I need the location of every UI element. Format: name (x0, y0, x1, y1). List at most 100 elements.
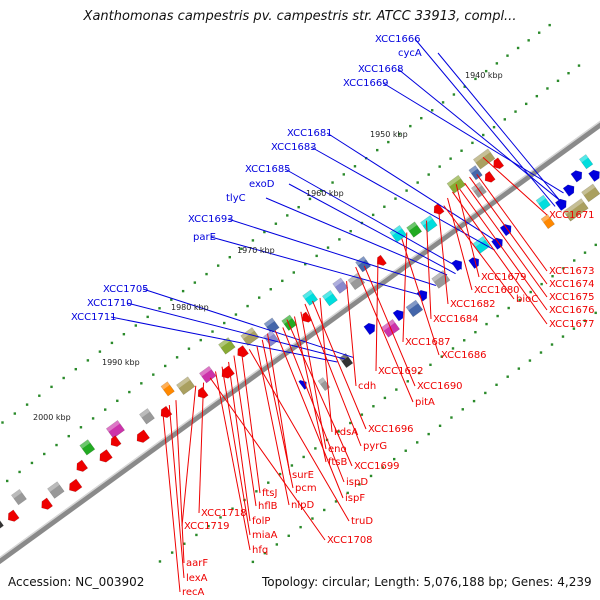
gene-label[interactable]: kdsA (334, 427, 358, 438)
gene-feature[interactable] (39, 497, 54, 512)
gene-feature[interactable] (47, 481, 65, 499)
gene-label[interactable]: parE (193, 232, 216, 243)
dotted-tracks (1, 23, 597, 564)
gene-feature[interactable] (374, 254, 387, 268)
gene-label[interactable]: aarF (186, 558, 208, 569)
gene-feature[interactable] (97, 449, 113, 464)
gene-feature[interactable] (406, 221, 423, 238)
gene-label[interactable]: XCC1705 (103, 284, 149, 295)
gene-label[interactable]: nlpD (291, 500, 314, 511)
gene-label[interactable]: folP (252, 516, 270, 527)
gene-label[interactable]: XCC1666 (375, 34, 421, 45)
gene-feature[interactable] (363, 321, 378, 336)
gene-label[interactable]: ftsB (328, 457, 347, 468)
gene-feature[interactable] (105, 420, 126, 439)
gene-feature[interactable] (108, 435, 122, 449)
gene-label[interactable]: XCC1674 (549, 279, 595, 290)
gene-label[interactable]: surE (292, 470, 314, 481)
gene-feature[interactable] (139, 408, 155, 425)
gene-feature[interactable] (235, 345, 249, 359)
gene-label[interactable]: ispD (346, 477, 368, 488)
gene-feature[interactable] (66, 478, 83, 494)
gene-feature[interactable] (581, 183, 600, 203)
gene-label[interactable]: cdh (358, 381, 376, 392)
gene-feature[interactable] (317, 377, 331, 392)
gene-label[interactable]: XCC1693 (188, 214, 234, 225)
gene-feature[interactable] (431, 270, 451, 289)
gene-label[interactable]: XCC1673 (549, 266, 595, 277)
gene-label[interactable]: XCC1686 (441, 350, 487, 361)
gene-label[interactable]: tlyC (226, 193, 246, 204)
gene-feature[interactable] (405, 299, 424, 318)
gene-feature[interactable] (420, 215, 438, 233)
gene-feature[interactable] (562, 182, 577, 197)
gene-feature[interactable] (482, 170, 496, 184)
gene-feature[interactable] (5, 509, 20, 524)
gene-feature[interactable] (302, 289, 319, 306)
gene-feature[interactable] (392, 308, 406, 322)
gene-feature[interactable] (355, 256, 372, 273)
gene-feature[interactable] (431, 203, 445, 216)
gene-label[interactable]: cycA (398, 48, 422, 59)
gene-label[interactable]: XCC1687 (405, 337, 451, 348)
gene-feature[interactable] (535, 194, 551, 211)
gene-feature[interactable] (158, 405, 173, 420)
gene-label[interactable]: XCC1671 (549, 210, 595, 221)
gene-label[interactable]: XCC1684 (433, 314, 479, 325)
gene-label[interactable]: XCC1710 (87, 298, 133, 309)
gene-label[interactable]: XCC1676 (549, 305, 595, 316)
gene-label[interactable]: miaA (252, 530, 278, 541)
gene-label[interactable]: XCC1675 (549, 292, 595, 303)
gene-feature[interactable] (322, 290, 338, 307)
gene-label[interactable]: pcm (295, 483, 317, 494)
gene-feature[interactable] (332, 277, 349, 294)
gene-label[interactable]: pyrG (363, 441, 387, 452)
gene-label[interactable]: ftsJ (262, 488, 277, 499)
gene-label[interactable]: XCC1668 (358, 64, 404, 75)
gene-label[interactable]: hfq (252, 545, 268, 556)
gene-feature[interactable] (540, 214, 555, 230)
gene-feature[interactable] (570, 168, 585, 183)
gene-label[interactable]: exoD (249, 179, 275, 190)
gene-label[interactable]: ispF (345, 493, 365, 504)
gene-label[interactable]: XCC1711 (71, 312, 117, 323)
gene-feature[interactable] (74, 459, 89, 474)
gene-feature[interactable] (588, 168, 600, 182)
gene-feature[interactable] (579, 154, 594, 170)
gene-label[interactable]: XCC1718 (201, 508, 247, 519)
gene-label[interactable]: XCC1679 (481, 272, 527, 283)
gene-label[interactable]: lexA (186, 573, 208, 584)
gene-feature[interactable] (79, 439, 96, 456)
gene-feature[interactable] (491, 157, 505, 171)
gene-label[interactable]: XCC1685 (245, 164, 291, 175)
gene-label[interactable]: XCC1690 (417, 381, 463, 392)
gene-feature[interactable] (160, 381, 175, 397)
gene-label[interactable]: eno (328, 444, 347, 455)
gene-label[interactable]: recA (182, 587, 205, 598)
gene-label[interactable]: XCC1683 (271, 142, 317, 153)
gene-label[interactable]: pitA (415, 397, 435, 408)
gene-label[interactable]: XCC1699 (354, 461, 400, 472)
gene-label[interactable]: XCC1681 (287, 128, 333, 139)
gene-label[interactable]: hflB (258, 501, 278, 512)
gene-label[interactable]: XCC1680 (474, 285, 520, 296)
gene-feature[interactable] (176, 376, 196, 396)
gene-label[interactable]: XCC1692 (378, 366, 424, 377)
gene-label[interactable]: XCC1708 (327, 535, 373, 546)
gene-feature[interactable] (0, 515, 4, 532)
gene-feature[interactable] (219, 365, 235, 381)
gene-feature[interactable] (240, 327, 260, 346)
gene-feature[interactable] (134, 429, 150, 445)
gene-label[interactable]: bioC (516, 294, 538, 305)
gene-label[interactable]: XCC1669 (343, 78, 389, 89)
gene-feature[interactable] (11, 488, 27, 506)
gene-label[interactable]: XCC1719 (184, 521, 230, 532)
gene-label[interactable]: XCC1682 (450, 299, 496, 310)
gene-feature[interactable] (195, 386, 209, 400)
gene-label[interactable]: truD (351, 516, 373, 527)
gene-label[interactable]: XCC1677 (549, 319, 595, 330)
gene-label[interactable]: XCC1696 (368, 424, 414, 435)
gene-feature[interactable] (563, 198, 589, 222)
gene-feature[interactable] (199, 365, 217, 384)
